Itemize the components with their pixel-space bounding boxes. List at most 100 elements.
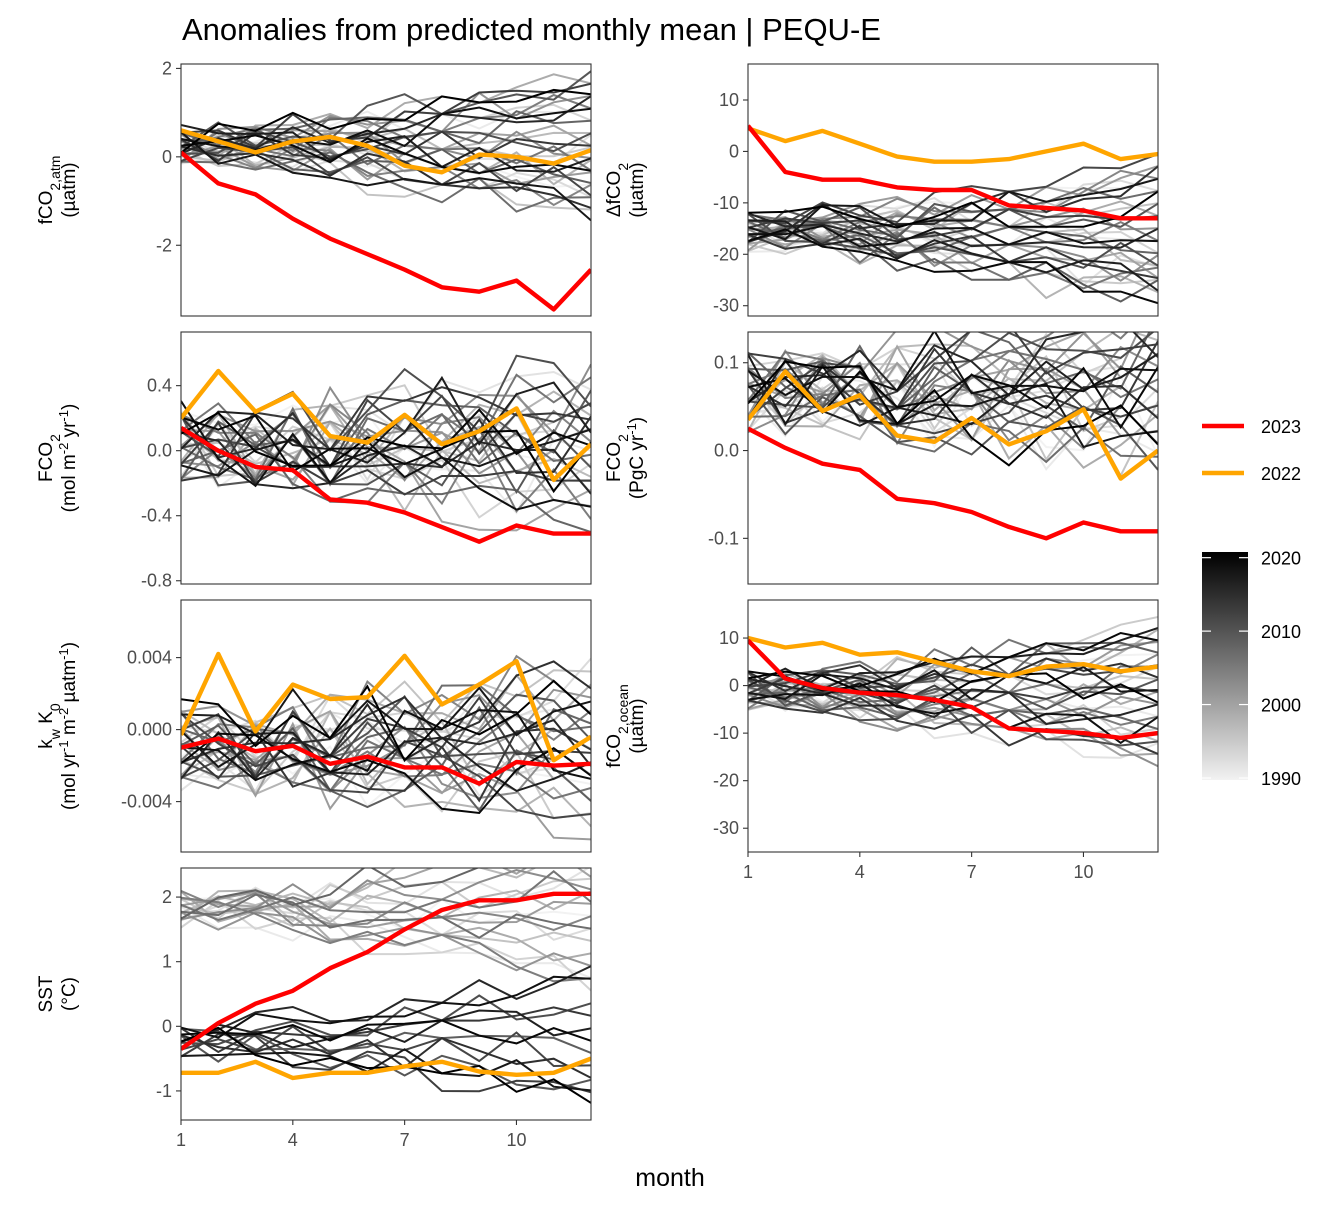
colorbar-label: 2020: [1261, 549, 1301, 569]
panel-fco2-flux-area: 0.4 0.0 -0.4 -0.8: [141, 331, 592, 591]
year-line-2020: [181, 134, 591, 175]
y-tick-label: 0.4: [147, 376, 172, 396]
x-tick-label: 7: [967, 862, 977, 882]
year-line-2001: [181, 890, 591, 929]
year-line-2014: [181, 386, 591, 482]
year-line-2012: [181, 1025, 591, 1068]
y-axis-title-fco2-atm: fCO2,atm(µatm): [36, 156, 80, 225]
y-title-line-2: (µatm): [627, 698, 648, 753]
x-axis-title: month: [635, 1164, 704, 1192]
y-tick-label: -20: [713, 771, 739, 791]
year-line-1999: [748, 366, 1158, 469]
panel-frame: [180, 63, 592, 317]
x-tick-label: 7: [400, 1130, 410, 1150]
legend-label-2022: 2022: [1261, 464, 1301, 484]
year-line-2019: [748, 332, 1158, 397]
year-line-2018: [748, 665, 1158, 701]
y-title-line-1: SST: [36, 975, 57, 1012]
series-2022-line: [181, 368, 591, 483]
year-colorbar: [1202, 552, 1248, 780]
x-tick-label: 1: [176, 1130, 186, 1150]
year-line-2015: [181, 411, 591, 475]
year-line-2007: [181, 893, 591, 939]
year-line-2021: [181, 679, 591, 763]
background-year-lines: [181, 354, 591, 534]
year-line-2011: [748, 678, 1158, 747]
series-2022-line: [181, 1056, 591, 1081]
year-line-2019: [748, 224, 1158, 248]
year-line-2001: [181, 145, 591, 185]
y-tick-label: -0.004: [121, 792, 172, 812]
year-line-2012: [748, 663, 1158, 689]
year-line-2016: [181, 965, 591, 1044]
year-line-2018: [181, 1048, 591, 1092]
y-title-line-2: (mol yr-1 m-2 µatm-1): [56, 642, 81, 810]
year-line-2009: [748, 641, 1158, 702]
y-title-line-1: kw K0: [36, 703, 63, 749]
highlight-lines: [748, 124, 1158, 221]
colorbar-label: 2000: [1261, 696, 1301, 716]
year-line-1997: [181, 868, 537, 914]
year-line-2010: [748, 202, 1158, 244]
panel-frame: [747, 599, 1159, 853]
y-title-line-1: FCO2: [604, 434, 631, 482]
y-tick-label: 10: [719, 90, 739, 110]
y-tick-label: -0.1: [708, 528, 739, 548]
y-tick-label: 0: [729, 141, 739, 161]
year-line-2017: [181, 1009, 591, 1050]
year-line-2010: [181, 1033, 591, 1091]
series-2023-line: [181, 736, 591, 786]
y-title-line-2: (°C): [59, 977, 80, 1011]
series-2023-line: [748, 638, 1158, 741]
legend-label-2023: 2023: [1261, 417, 1301, 437]
y-title-line-1: FCO2: [36, 434, 63, 482]
legend-year-colorbar: 1990 2000 2010 2020: [1202, 549, 1301, 789]
background-year-lines: [181, 654, 591, 841]
series-2022-line: [181, 128, 591, 175]
year-line-2017: [748, 219, 1158, 292]
y-axis-title-fco2-flux-area: FCO2(mol m-2 yr-1): [36, 404, 80, 513]
highlight-lines: [181, 891, 591, 1081]
background-year-lines: [181, 70, 591, 222]
year-line-2021: [181, 411, 591, 494]
year-line-2007: [181, 151, 591, 213]
panel-fco2-atm: 2 0 -2: [156, 58, 592, 317]
year-line-2016: [181, 95, 591, 155]
year-line-2019: [181, 975, 591, 1039]
year-line-2013: [181, 82, 591, 149]
y-title-line-2: (mol m-2 yr-1): [56, 404, 81, 513]
year-line-2009: [181, 389, 591, 481]
year-line-2008: [181, 110, 591, 146]
panel-frame: [180, 331, 592, 585]
year-line-2013: [748, 677, 1158, 709]
year-line-2014: [748, 340, 1158, 425]
year-line-2019: [748, 682, 1158, 745]
highlight-lines: [181, 368, 591, 544]
x-tick-label: 1: [743, 862, 753, 882]
panel-sst: 210-11 4 7 10: [156, 867, 592, 1150]
chart-title: Anomalies from predicted monthly mean | …: [182, 12, 881, 47]
series-2022-line: [748, 126, 1158, 164]
panel-frame: [180, 599, 592, 853]
y-tick-label: 0.0: [147, 441, 172, 461]
series-2023-line: [748, 124, 1158, 221]
year-line-2007: [748, 388, 1158, 464]
y-axis-title-sst: SST (°C): [36, 975, 80, 1012]
y-title-line-1: ΔfCO2: [604, 163, 631, 217]
year-line-2009: [181, 1027, 591, 1054]
panel-fco2-ocean: 10 0 -10 -20 -30 1 4 7 10: [713, 599, 1159, 882]
y-tick-label: 0.004: [127, 648, 172, 668]
panel-delta-fco2: 10 0 -10 -20 -30: [713, 63, 1159, 317]
year-line-2013: [748, 208, 1158, 241]
series-2022-line: [748, 369, 1158, 481]
year-line-1991: [181, 905, 591, 979]
y-axis-title-fco2-flux-total: FCO2(PgC yr-1): [604, 417, 648, 499]
year-line-1998: [748, 628, 1158, 700]
year-line-2008: [748, 225, 1158, 255]
y-tick-label: 2: [162, 58, 172, 78]
x-tick-label: 4: [288, 1130, 298, 1150]
highlight-lines: [181, 651, 591, 786]
panel-fco2-flux-total: 0.1 0.0 -0.1: [708, 331, 1159, 585]
y-title-line-1: fCO2,atm: [36, 156, 63, 225]
